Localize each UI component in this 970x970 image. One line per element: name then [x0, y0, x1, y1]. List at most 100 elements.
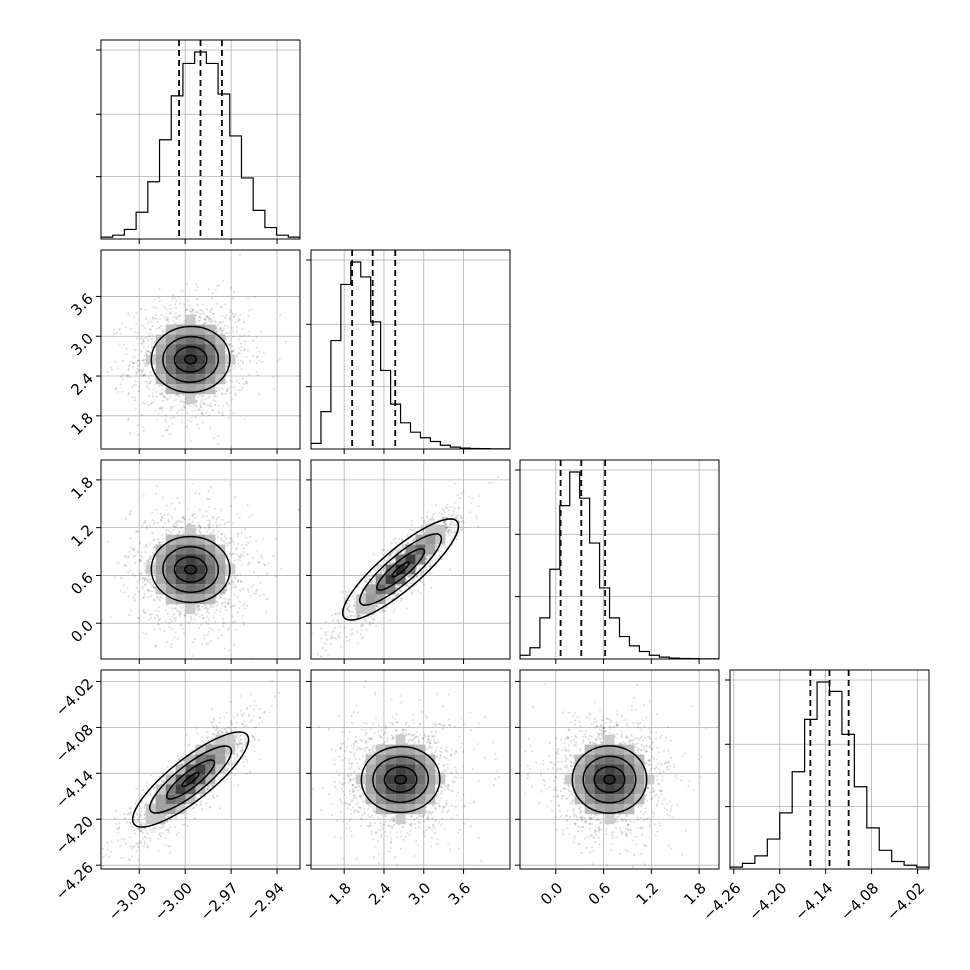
- scatter-point: [448, 525, 451, 528]
- scatter-point: [110, 850, 113, 853]
- scatter-point: [213, 611, 216, 615]
- scatter-point: [377, 564, 380, 567]
- scatter-point: [196, 297, 199, 301]
- scatter-point: [193, 409, 196, 412]
- scatter-point: [253, 592, 256, 595]
- scatter-point: [356, 614, 360, 618]
- scatter-point: [178, 614, 181, 617]
- scatter-point: [196, 286, 199, 289]
- scatter-point: [242, 604, 245, 607]
- scatter-point: [430, 518, 433, 521]
- scatter-point: [378, 605, 381, 608]
- scatter-point: [225, 332, 228, 335]
- scatter-point: [227, 331, 230, 334]
- density-cell: [205, 344, 216, 355]
- scatter-point: [195, 298, 198, 301]
- scatter-point: [150, 590, 153, 593]
- scatter-point: [380, 570, 383, 573]
- scatter-point: [157, 623, 160, 626]
- scatter-point: [235, 379, 238, 382]
- scatter-point: [134, 384, 137, 387]
- scatter-point: [147, 559, 150, 562]
- scatter-point: [232, 522, 235, 525]
- scatter-point: [182, 515, 185, 519]
- density-cell: [375, 594, 386, 605]
- scatter-point: [210, 405, 213, 408]
- scatter-point: [224, 542, 227, 545]
- scatter-point: [215, 390, 218, 393]
- scatter-point: [423, 531, 426, 535]
- scatter-point: [357, 642, 360, 645]
- scatter-point: [357, 614, 360, 617]
- scatter-point: [272, 388, 276, 391]
- scatter-point: [134, 373, 138, 376]
- scatter-point: [152, 523, 155, 526]
- scatter-point: [265, 611, 268, 614]
- scatter-point: [189, 440, 192, 443]
- scatter-point: [182, 530, 185, 533]
- scatter-point: [132, 361, 135, 365]
- scatter-point: [138, 363, 141, 366]
- scatter-point: [434, 544, 438, 547]
- density-cell: [215, 354, 226, 365]
- scatter-point: [153, 340, 156, 343]
- scatter-point: [241, 360, 244, 363]
- scatter-point: [187, 621, 190, 624]
- scatter-point: [215, 600, 218, 603]
- scatter-point: [444, 520, 447, 523]
- scatter-point: [235, 546, 239, 549]
- scatter-point: [343, 626, 346, 629]
- scatter-point: [168, 520, 171, 523]
- scatter-point: [255, 356, 258, 359]
- scatter-point: [455, 517, 458, 520]
- scatter-point: [331, 634, 334, 637]
- scatter-point: [182, 400, 185, 404]
- scatter-point: [248, 569, 251, 572]
- scatter-point: [180, 520, 183, 524]
- scatter-point: [244, 381, 248, 384]
- scatter-point: [214, 729, 218, 732]
- density-cell: [175, 584, 186, 595]
- density-cell: [185, 324, 196, 335]
- scatter-point: [141, 585, 144, 589]
- scatter-point: [214, 403, 217, 407]
- scatter-point: [137, 616, 140, 620]
- scatter-point: [177, 758, 180, 762]
- scatter-point: [388, 596, 391, 599]
- scatter-point: [448, 568, 451, 571]
- scatter-point: [250, 586, 253, 589]
- scatter-point: [178, 612, 181, 616]
- scatter-point: [230, 722, 233, 725]
- scatter-point: [236, 611, 239, 614]
- scatter-point: [131, 366, 134, 369]
- scatter-point: [222, 779, 225, 783]
- scatter-point: [146, 337, 149, 340]
- scatter-point: [451, 513, 454, 517]
- scatter-point: [429, 564, 432, 567]
- scatter-point: [161, 409, 164, 412]
- scatter-point: [228, 763, 231, 767]
- scatter-point: [151, 402, 154, 405]
- scatter-point: [430, 559, 433, 563]
- scatter-point: [239, 359, 243, 362]
- scatter-point: [127, 595, 130, 598]
- scatter-point: [128, 613, 131, 617]
- density-cell: [165, 574, 176, 585]
- scatter-point: [160, 533, 164, 536]
- scatter-point: [144, 583, 147, 586]
- scatter-point: [228, 343, 231, 346]
- density-cell: [155, 574, 166, 585]
- scatter-point: [141, 581, 144, 584]
- scatter-point: [125, 374, 128, 377]
- scatter-point: [410, 582, 413, 585]
- density-cell: [395, 564, 406, 575]
- scatter-point: [210, 486, 213, 489]
- scatter-point: [426, 519, 430, 522]
- scatter-point: [233, 291, 236, 294]
- scatter-point: [338, 622, 341, 625]
- scatter-point: [392, 538, 395, 541]
- scatter-point: [246, 349, 250, 352]
- scatter-point: [181, 526, 184, 529]
- scatter-point: [183, 406, 186, 409]
